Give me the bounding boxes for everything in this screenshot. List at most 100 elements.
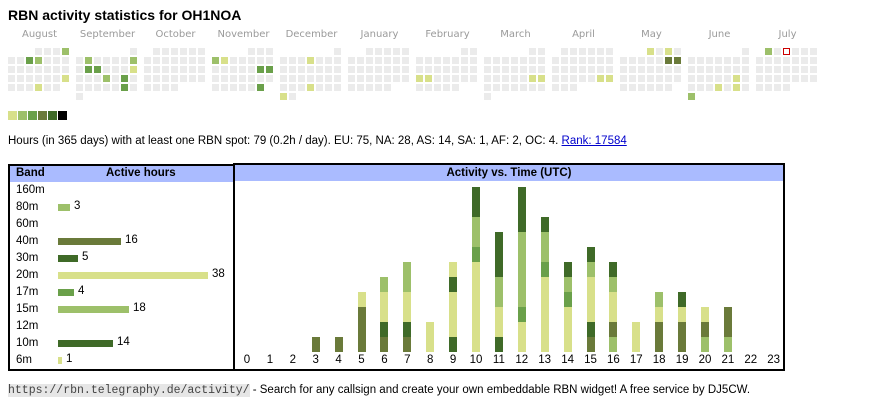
calendar-day[interactable]: [511, 84, 518, 91]
calendar-day[interactable]: [570, 48, 577, 55]
calendar-day[interactable]: [121, 75, 128, 82]
calendar-day[interactable]: [511, 66, 518, 73]
calendar-day[interactable]: [53, 48, 60, 55]
calendar-day[interactable]: [257, 66, 264, 73]
footer-url[interactable]: https://rbn.telegraphy.de/activity/: [8, 384, 250, 397]
calendar-day[interactable]: [298, 66, 305, 73]
calendar-day[interactable]: [529, 66, 536, 73]
calendar-day[interactable]: [434, 84, 441, 91]
calendar-day[interactable]: [588, 66, 595, 73]
calendar-day[interactable]: [656, 57, 663, 64]
calendar-day[interactable]: [384, 66, 391, 73]
calendar-day[interactable]: [674, 48, 681, 55]
calendar-day[interactable]: [529, 84, 536, 91]
calendar-day[interactable]: [470, 75, 477, 82]
calendar-day[interactable]: [375, 75, 382, 82]
calendar-day[interactable]: [44, 48, 51, 55]
calendar-day[interactable]: [529, 57, 536, 64]
calendar-day[interactable]: [130, 75, 137, 82]
calendar-day[interactable]: [316, 75, 323, 82]
calendar-day[interactable]: [697, 75, 704, 82]
calendar-day[interactable]: [266, 48, 273, 55]
calendar-day[interactable]: [221, 75, 228, 82]
calendar-day[interactable]: [94, 57, 101, 64]
calendar-day[interactable]: [484, 93, 491, 100]
calendar-day[interactable]: [62, 66, 69, 73]
calendar-day[interactable]: [688, 66, 695, 73]
calendar-day[interactable]: [212, 84, 219, 91]
calendar-day[interactable]: [801, 75, 808, 82]
calendar-day[interactable]: [17, 75, 24, 82]
calendar-day[interactable]: [538, 48, 545, 55]
calendar-day[interactable]: [289, 93, 296, 100]
calendar-day[interactable]: [425, 75, 432, 82]
calendar-day[interactable]: [742, 57, 749, 64]
calendar-day[interactable]: [638, 75, 645, 82]
calendar-day[interactable]: [416, 84, 423, 91]
calendar-day[interactable]: [520, 66, 527, 73]
calendar-day[interactable]: [180, 57, 187, 64]
calendar-day[interactable]: [221, 57, 228, 64]
calendar-day[interactable]: [85, 57, 92, 64]
calendar-day[interactable]: [76, 57, 83, 64]
calendar-day[interactable]: [674, 66, 681, 73]
calendar-day[interactable]: [434, 66, 441, 73]
calendar-day[interactable]: [706, 84, 713, 91]
calendar-day[interactable]: [647, 48, 654, 55]
calendar-day[interactable]: [384, 48, 391, 55]
calendar-day[interactable]: [266, 57, 273, 64]
calendar-day[interactable]: [94, 75, 101, 82]
calendar-day[interactable]: [375, 57, 382, 64]
calendar-day[interactable]: [656, 66, 663, 73]
calendar-day[interactable]: [112, 75, 119, 82]
calendar-day[interactable]: [375, 84, 382, 91]
calendar-day[interactable]: [647, 66, 654, 73]
calendar-day[interactable]: [656, 48, 663, 55]
calendar-day[interactable]: [792, 75, 799, 82]
calendar-day[interactable]: [26, 84, 33, 91]
calendar-day[interactable]: [144, 75, 151, 82]
calendar-day[interactable]: [425, 66, 432, 73]
calendar-day[interactable]: [561, 75, 568, 82]
calendar-day[interactable]: [697, 66, 704, 73]
calendar-day[interactable]: [230, 57, 237, 64]
calendar-day[interactable]: [8, 75, 15, 82]
rank-link[interactable]: Rank: 17584: [561, 135, 627, 147]
calendar-day[interactable]: [638, 57, 645, 64]
calendar-day[interactable]: [35, 48, 42, 55]
calendar-day[interactable]: [53, 66, 60, 73]
calendar-day[interactable]: [579, 75, 586, 82]
calendar-day[interactable]: [570, 66, 577, 73]
calendar-day[interactable]: [316, 84, 323, 91]
calendar-day[interactable]: [783, 84, 790, 91]
calendar-day[interactable]: [239, 75, 246, 82]
calendar-day[interactable]: [538, 66, 545, 73]
calendar-day[interactable]: [26, 75, 33, 82]
calendar-day[interactable]: [266, 66, 273, 73]
calendar-day[interactable]: [366, 48, 373, 55]
calendar-day[interactable]: [629, 57, 636, 64]
calendar-day[interactable]: [257, 84, 264, 91]
calendar-day[interactable]: [647, 57, 654, 64]
calendar-day[interactable]: [189, 66, 196, 73]
calendar-day[interactable]: [561, 48, 568, 55]
calendar-day[interactable]: [665, 84, 672, 91]
calendar-day[interactable]: [810, 66, 817, 73]
calendar-day[interactable]: [348, 57, 355, 64]
calendar-day[interactable]: [357, 84, 364, 91]
calendar-day[interactable]: [162, 75, 169, 82]
calendar-day[interactable]: [620, 75, 627, 82]
calendar-day[interactable]: [189, 57, 196, 64]
calendar-day[interactable]: [461, 66, 468, 73]
calendar-day[interactable]: [425, 84, 432, 91]
calendar-day[interactable]: [665, 48, 672, 55]
calendar-day[interactable]: [280, 84, 287, 91]
calendar-day[interactable]: [656, 84, 663, 91]
calendar-day[interactable]: [597, 48, 604, 55]
calendar-day[interactable]: [493, 57, 500, 64]
calendar-day[interactable]: [402, 57, 409, 64]
calendar-day[interactable]: [706, 66, 713, 73]
calendar-day[interactable]: [85, 75, 92, 82]
calendar-day[interactable]: [774, 66, 781, 73]
calendar-day[interactable]: [130, 66, 137, 73]
